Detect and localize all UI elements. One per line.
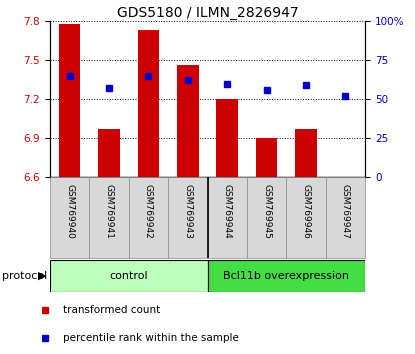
Text: ▶: ▶ [38, 271, 46, 281]
Bar [59, 24, 81, 177]
Text: GSM769943: GSM769943 [183, 183, 192, 238]
Text: GSM769947: GSM769947 [341, 183, 350, 238]
Bar [256, 138, 278, 177]
FancyBboxPatch shape [50, 177, 89, 258]
FancyBboxPatch shape [129, 177, 168, 258]
Text: percentile rank within the sample: percentile rank within the sample [63, 333, 239, 343]
Title: GDS5180 / ILMN_2826947: GDS5180 / ILMN_2826947 [117, 6, 298, 20]
FancyBboxPatch shape [208, 260, 365, 292]
FancyBboxPatch shape [326, 177, 365, 258]
FancyBboxPatch shape [168, 177, 208, 258]
Bar [137, 30, 159, 177]
Text: protocol: protocol [2, 271, 47, 281]
Bar [177, 65, 199, 177]
Bar [295, 129, 317, 177]
Text: GSM769945: GSM769945 [262, 183, 271, 238]
FancyBboxPatch shape [286, 177, 326, 258]
Text: Bcl11b overexpression: Bcl11b overexpression [223, 271, 349, 281]
Bar [98, 129, 120, 177]
FancyBboxPatch shape [208, 177, 247, 258]
Text: control: control [109, 271, 148, 281]
Bar [216, 99, 238, 177]
FancyBboxPatch shape [50, 260, 208, 292]
Text: transformed count: transformed count [63, 305, 160, 315]
FancyBboxPatch shape [89, 177, 129, 258]
Text: GSM769944: GSM769944 [223, 183, 232, 238]
FancyBboxPatch shape [247, 177, 286, 258]
Text: GSM769940: GSM769940 [65, 183, 74, 238]
Text: GSM769942: GSM769942 [144, 183, 153, 238]
Text: GSM769941: GSM769941 [105, 183, 113, 238]
Text: GSM769946: GSM769946 [302, 183, 310, 238]
